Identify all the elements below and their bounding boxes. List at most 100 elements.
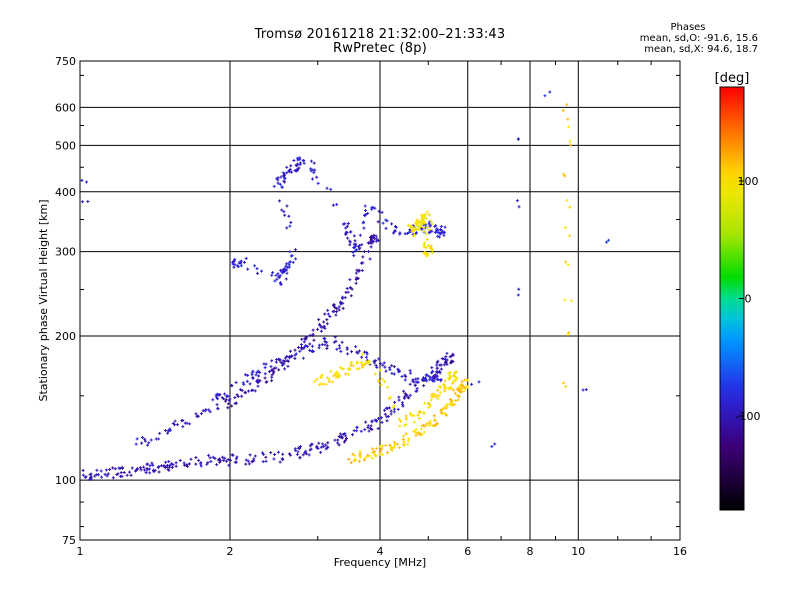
data-point [195, 414, 199, 418]
data-point [424, 373, 428, 377]
data-point [414, 389, 418, 393]
data-point [271, 271, 275, 275]
data-point [331, 380, 335, 384]
data-point [308, 342, 312, 346]
data-point [607, 238, 611, 242]
data-point [407, 437, 411, 441]
data-point [429, 376, 433, 380]
data-point [410, 224, 414, 228]
data-point [244, 462, 248, 466]
data-point [392, 407, 396, 411]
data-point [349, 230, 353, 234]
data-point [167, 428, 171, 432]
data-point [305, 335, 309, 339]
data-point [199, 412, 203, 416]
data-point [274, 273, 278, 277]
data-point [402, 395, 406, 399]
data-point [332, 374, 336, 378]
data-point [433, 230, 437, 234]
data-point [276, 181, 280, 185]
data-point [422, 226, 426, 230]
data-point [277, 276, 281, 280]
data-point [392, 372, 396, 376]
data-point [449, 354, 453, 358]
data-point [341, 367, 345, 371]
data-point [264, 362, 268, 366]
data-point [418, 221, 422, 225]
data-point [300, 337, 304, 341]
data-point [298, 156, 302, 160]
data-point [274, 358, 278, 362]
data-point [151, 463, 155, 467]
data-point [352, 254, 356, 258]
data-point [346, 352, 350, 356]
data-point [312, 171, 316, 175]
data-point [244, 373, 248, 377]
data-point [216, 397, 220, 401]
data-point [336, 372, 340, 376]
data-point [463, 386, 467, 390]
data-point [397, 445, 401, 449]
data-point [393, 400, 397, 404]
data-point [298, 349, 302, 353]
data-point [563, 298, 567, 302]
colorbar-label: [deg] [715, 71, 750, 86]
data-point [293, 348, 297, 352]
data-point [255, 267, 259, 271]
x-tick-label: 4 [377, 545, 384, 558]
data-point [272, 184, 276, 188]
data-point [517, 287, 521, 291]
data-point [247, 389, 251, 393]
data-point [278, 182, 282, 186]
data-point [435, 361, 439, 365]
data-point [362, 250, 366, 254]
data-point [422, 384, 426, 388]
data-point [445, 402, 449, 406]
data-point [564, 385, 568, 389]
data-point [145, 462, 149, 466]
data-point [569, 143, 573, 147]
data-point [396, 442, 400, 446]
data-point [417, 417, 421, 421]
data-point [344, 437, 348, 441]
data-point [444, 355, 448, 359]
data-point [312, 338, 316, 342]
data-point [563, 174, 567, 178]
data-point [375, 237, 379, 241]
data-point [430, 222, 434, 226]
data-point [430, 246, 434, 250]
data-point [438, 232, 442, 236]
data-point [139, 468, 143, 472]
data-point [442, 363, 446, 367]
data-point [413, 383, 417, 387]
data-point [250, 389, 254, 393]
data-point [246, 459, 250, 463]
x-tick-label: 2 [227, 545, 234, 558]
data-point [166, 431, 170, 435]
data-point [565, 198, 569, 202]
data-point [423, 401, 427, 405]
data-point [346, 221, 350, 225]
data-point [327, 377, 331, 381]
data-point [84, 475, 88, 479]
data-point [236, 265, 240, 269]
data-point [285, 271, 289, 275]
data-point [423, 251, 427, 255]
data-point [332, 302, 336, 306]
data-point [321, 382, 325, 386]
data-point [408, 369, 412, 373]
data-point [458, 384, 462, 388]
data-point [288, 250, 292, 254]
data-point [406, 442, 410, 446]
data-point [316, 181, 320, 185]
data-point [278, 460, 282, 464]
data-point [260, 269, 264, 273]
data-point [440, 229, 444, 233]
data-point [349, 286, 353, 290]
data-point [308, 333, 312, 337]
data-point [466, 378, 470, 382]
data-point [377, 209, 381, 213]
data-point [326, 445, 330, 449]
data-point [405, 393, 409, 397]
